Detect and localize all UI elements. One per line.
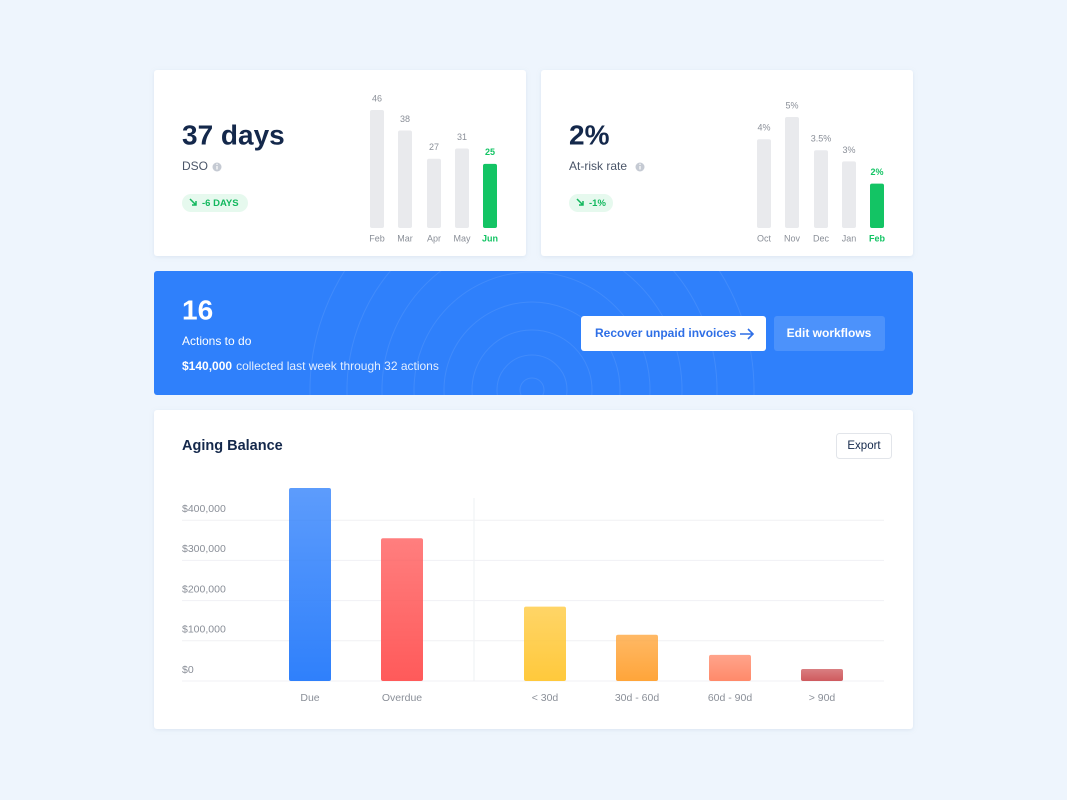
value-label: 3.5% [811, 134, 832, 144]
info-icon [212, 162, 222, 172]
x-tick-label: Feb [869, 233, 886, 243]
x-tick-label: Nov [784, 233, 801, 243]
bar [814, 150, 828, 228]
primary-button[interactable]: Recover unpaid invoices [581, 316, 766, 351]
bar [381, 538, 423, 681]
bar [370, 110, 384, 228]
banner [154, 271, 913, 395]
badge [182, 194, 248, 212]
value-label: 2% [870, 167, 883, 177]
bar [709, 654, 751, 681]
kpi-value: 37 days [182, 119, 285, 150]
value-label: 3% [842, 145, 855, 155]
y-tick-label: $300,000 [182, 543, 226, 555]
kpi-value: 2% [569, 119, 610, 150]
bar [757, 139, 771, 228]
actions-label: Actions to do [182, 334, 252, 348]
value-label: 31 [457, 132, 467, 142]
actions-note: $140,000 collected last week through 32 a… [182, 359, 439, 373]
badge-text: -1% [589, 198, 606, 209]
x-tick-label: Feb [369, 233, 385, 243]
down-arrow [189, 198, 197, 206]
x-tick-label: 60d - 90d [708, 692, 753, 704]
x-tick-label: Jan [842, 233, 857, 243]
bar [455, 148, 469, 228]
bar [801, 668, 843, 681]
x-tick-label: Mar [397, 233, 413, 243]
button-label[interactable]: Recover unpaid invoices [595, 326, 737, 340]
bar [483, 163, 497, 228]
x-tick-label: Oct [757, 233, 772, 243]
banner-pattern [309, 271, 755, 395]
value-label: 4% [757, 123, 770, 133]
info-icon [635, 162, 645, 172]
bar [289, 488, 331, 681]
y-tick-label: $400,000 [182, 503, 226, 515]
bar [524, 606, 566, 681]
note: collected last week through 32 actions [236, 359, 439, 373]
bar [398, 130, 412, 228]
x-tick-label: 30d - 60d [615, 692, 660, 704]
y-tick-label: $100,000 [182, 624, 226, 636]
value-label: 38 [400, 114, 410, 124]
value-label: 25 [485, 147, 495, 157]
x-tick-label: Jun [482, 233, 498, 243]
chart-title: Aging Balance [182, 438, 283, 454]
bar [616, 634, 658, 681]
actions-count: 16 [182, 294, 213, 325]
x-tick-label: Overdue [382, 692, 422, 704]
x-tick-label: < 30d [532, 692, 559, 704]
button-label[interactable]: Export [847, 440, 881, 452]
badge-text: -6 DAYS [202, 198, 239, 209]
value-label: 5% [785, 100, 798, 110]
x-tick-label: Due [300, 692, 319, 704]
x-tick-label: May [453, 233, 471, 243]
bar [785, 117, 799, 228]
x-tick-label: Apr [427, 233, 441, 243]
kpi-label: At-risk rate [569, 159, 627, 173]
card [154, 410, 913, 729]
y-tick-label: $0 [182, 664, 194, 676]
x-tick-label: > 90d [809, 692, 836, 704]
down-arrow [576, 198, 584, 206]
button-label[interactable]: Edit workflows [787, 326, 872, 340]
y-tick-label: $200,000 [182, 583, 226, 595]
bar [842, 161, 856, 228]
export-button[interactable]: Export [836, 433, 892, 459]
secondary-button[interactable]: Edit workflows [774, 316, 885, 351]
value-label: 46 [372, 93, 382, 103]
value-label: 27 [429, 142, 439, 152]
amount: $140,000 [182, 359, 232, 373]
bar [427, 158, 441, 228]
kpi-label: DSO [182, 159, 208, 173]
card [154, 70, 526, 256]
badge [569, 194, 613, 212]
x-tick-label: Dec [813, 233, 830, 243]
bar [870, 183, 884, 228]
